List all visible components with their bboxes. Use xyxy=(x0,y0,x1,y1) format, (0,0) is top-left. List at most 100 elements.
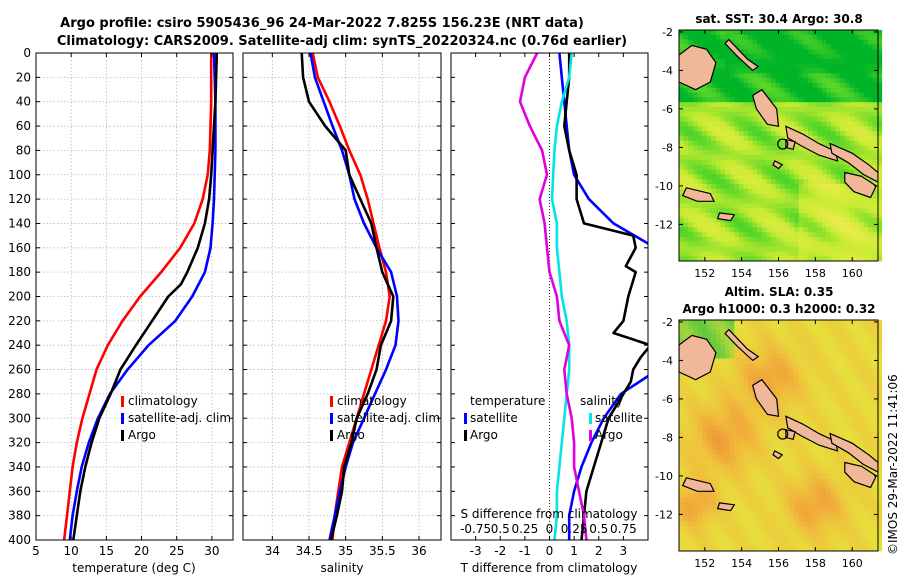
map-cell xyxy=(854,107,859,113)
map-cell xyxy=(858,411,864,417)
map-cell xyxy=(725,174,731,180)
map-cell xyxy=(849,140,855,146)
x-tick-label: 36 xyxy=(411,544,426,558)
map-cell xyxy=(854,87,859,93)
map-cell xyxy=(794,150,800,156)
map-cell xyxy=(748,421,754,427)
map-cell xyxy=(812,92,818,98)
map-cell xyxy=(725,430,731,436)
map-cell xyxy=(720,517,726,523)
map-cell xyxy=(692,256,698,262)
map-cell xyxy=(858,320,864,326)
map-cell xyxy=(752,522,758,528)
map-cell xyxy=(784,464,790,470)
map-cell xyxy=(867,387,873,393)
map-cell xyxy=(771,126,777,132)
map-cell xyxy=(835,526,841,533)
map-cell xyxy=(840,522,846,528)
map-cell xyxy=(872,324,878,330)
map-cell xyxy=(831,478,836,484)
map-cell xyxy=(784,169,790,175)
map-cell xyxy=(711,82,717,89)
map-cell xyxy=(715,111,721,117)
map-cell xyxy=(725,368,731,374)
map-cell xyxy=(720,184,726,190)
map-cell xyxy=(854,30,859,36)
depth-tick-label: 120 xyxy=(8,192,31,206)
map-cell xyxy=(840,425,846,432)
map-cell xyxy=(766,382,772,388)
map-cell xyxy=(821,34,827,40)
map-cell xyxy=(863,54,869,60)
map-cell xyxy=(743,401,749,407)
difference-top-label: S difference from climatology xyxy=(461,507,638,521)
map-cell xyxy=(808,363,813,369)
map-cell xyxy=(715,63,721,69)
map-cell xyxy=(831,353,836,359)
map-cell xyxy=(706,179,712,185)
map-cell xyxy=(789,522,795,528)
map-cell xyxy=(835,193,841,199)
map-cell xyxy=(679,430,684,436)
map-cell xyxy=(761,546,767,552)
map-cell xyxy=(858,353,864,359)
map-cell xyxy=(720,107,726,113)
map-cell xyxy=(858,368,864,374)
map-cell xyxy=(789,121,795,127)
map-cell xyxy=(784,82,790,89)
map-cell xyxy=(711,49,717,55)
map-cell xyxy=(840,377,846,383)
map-cell xyxy=(711,236,717,243)
map-cell xyxy=(771,459,777,465)
map-cell xyxy=(831,107,836,113)
map-cell xyxy=(738,406,744,412)
map-cell xyxy=(863,358,869,364)
map-cell xyxy=(679,498,684,504)
map-cell xyxy=(821,469,827,475)
map-cell xyxy=(738,526,744,533)
map-cell xyxy=(784,251,790,257)
map-cell xyxy=(821,488,827,494)
map-cell xyxy=(679,184,684,190)
map-cell xyxy=(734,397,740,403)
map-cell xyxy=(775,188,781,194)
map-cell xyxy=(784,344,790,350)
map-cell xyxy=(798,107,804,113)
map-cell xyxy=(729,78,735,84)
map-cell xyxy=(720,97,726,103)
map-cell xyxy=(840,111,846,117)
map-cell xyxy=(766,193,772,199)
map-cell xyxy=(872,241,878,247)
map-cell xyxy=(761,212,767,219)
map-cell xyxy=(789,392,795,398)
map-cell xyxy=(720,445,726,451)
map-cell xyxy=(798,526,804,533)
map-cell xyxy=(849,339,855,345)
map-cell xyxy=(817,320,823,326)
map-cell xyxy=(826,512,832,518)
map-cell xyxy=(729,517,735,523)
map-cell xyxy=(877,68,883,74)
map-cell xyxy=(711,169,717,175)
map-cell xyxy=(748,97,754,103)
map-cell xyxy=(812,464,818,470)
map-cell xyxy=(738,459,744,465)
map-cell xyxy=(840,54,846,60)
map-cell xyxy=(835,382,841,388)
map-cell xyxy=(877,392,883,398)
map-cell xyxy=(761,155,767,161)
map-cell xyxy=(877,135,883,142)
map-cell xyxy=(771,169,777,175)
map-cell xyxy=(821,73,827,79)
map-cell xyxy=(877,49,883,55)
map-cell xyxy=(743,49,749,55)
map-cell xyxy=(784,236,790,243)
map-cell xyxy=(688,449,694,456)
map-cell xyxy=(858,34,864,40)
map-cell xyxy=(757,58,763,65)
map-cell xyxy=(867,507,873,513)
map-cell xyxy=(775,102,781,108)
map-cell xyxy=(817,488,823,494)
map-cell xyxy=(798,241,804,247)
map-cell xyxy=(803,440,809,446)
